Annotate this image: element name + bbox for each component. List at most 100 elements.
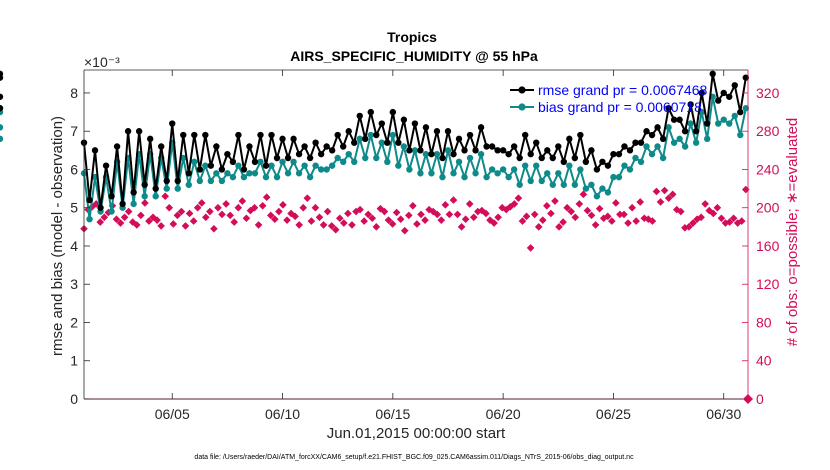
bias-point (626, 166, 634, 173)
rmse-point (229, 158, 237, 166)
obs-marker (612, 199, 620, 207)
obs-marker (624, 219, 632, 227)
obs-marker (262, 193, 271, 202)
bias-point (284, 170, 292, 177)
bias-point (152, 193, 159, 200)
y-tick-label: 8 (70, 85, 78, 101)
rmse-point (0, 105, 4, 112)
bias-point (174, 185, 181, 192)
bias-point (444, 147, 452, 154)
y2-tick-label: 120 (756, 276, 780, 292)
bias-point (676, 135, 683, 143)
rmse-point (626, 147, 634, 154)
obs-marker (689, 219, 697, 227)
obs-marker (319, 221, 328, 229)
obs-marker (388, 220, 397, 228)
y2-tick-label: 240 (756, 161, 780, 177)
rmse-point (317, 150, 325, 158)
rmse-point (395, 139, 402, 146)
bias-point (411, 147, 419, 154)
bias-point (257, 158, 264, 166)
footer-data-file: data file: /Users/raeder/DAI/ATM_forcXX/… (194, 454, 634, 461)
bias-point (715, 120, 722, 127)
rmse-series (0, 70, 749, 211)
rmse-point (312, 139, 319, 146)
obs-marker (433, 210, 442, 219)
bias-point (191, 158, 198, 166)
bias-point (450, 170, 457, 177)
obs-marker (295, 221, 303, 229)
obs-marker (218, 210, 226, 219)
obs-marker (315, 213, 324, 222)
bias-point (163, 185, 170, 192)
obs-marker (283, 216, 291, 224)
obs-marker (311, 203, 320, 212)
obs-marker (323, 207, 332, 216)
rmse-point (202, 131, 209, 139)
obs-marker (551, 197, 559, 205)
bias-point (306, 173, 314, 181)
rmse-point (384, 139, 391, 146)
obs-marker (677, 207, 685, 216)
rmse-point (389, 108, 397, 116)
bias-point (643, 143, 650, 150)
obs-marker (356, 205, 364, 214)
bias-point (290, 158, 297, 166)
y2-tick-label: 0 (756, 391, 764, 407)
bias-point (687, 120, 694, 127)
rmse-point (113, 143, 121, 150)
rmse-point (632, 139, 639, 146)
bias-point (555, 170, 562, 177)
bias-point (224, 170, 231, 177)
y-tick-label: 6 (70, 161, 78, 177)
obs-marker (725, 218, 734, 226)
obs-marker (266, 211, 275, 220)
obs-marker (145, 217, 153, 225)
obs-marker (660, 186, 669, 195)
obs-marker (141, 199, 149, 207)
bias-point (86, 215, 93, 223)
bias-point (610, 173, 617, 181)
rmse-point (279, 135, 286, 143)
obs-marker (307, 217, 316, 225)
legend-label-rmse: rmse grand pr = 0.0067468 (538, 82, 707, 98)
obs-marker (254, 221, 263, 229)
rmse-point (687, 101, 694, 108)
rmse-point (251, 158, 259, 166)
rmse-point (494, 147, 501, 154)
y2-tick-label: 80 (756, 314, 772, 330)
bias-point (703, 135, 711, 143)
rmse-point (709, 70, 716, 78)
obs-marker (453, 210, 462, 219)
bias-point (340, 158, 347, 166)
bias-point (593, 193, 601, 200)
obs-marker (685, 223, 693, 231)
obs-marker (287, 209, 295, 218)
obs-marker (364, 210, 373, 219)
bias-point (141, 193, 148, 200)
rmse-point (659, 135, 667, 143)
obs-marker (372, 223, 381, 231)
obs-marker (474, 207, 482, 216)
obs-marker (559, 218, 567, 226)
rmse-point (246, 143, 253, 150)
obs-marker (202, 213, 210, 222)
obs-marker (275, 207, 283, 216)
bias-point (406, 166, 413, 173)
obs-marker (437, 216, 446, 224)
bias-point (240, 173, 248, 181)
bias-point (323, 166, 330, 173)
obs-marker (197, 199, 206, 207)
bias-point (268, 162, 275, 169)
rmse-point (340, 143, 347, 150)
bias-point (273, 173, 281, 181)
obs-marker (417, 210, 425, 219)
rmse-point (351, 139, 358, 146)
obs-marker (193, 203, 202, 212)
obs-marker (693, 215, 701, 223)
obs-marker (717, 214, 726, 223)
obs-marker (591, 221, 600, 229)
rmse-point (742, 74, 749, 81)
obs-marker (534, 223, 543, 231)
obs-marker (360, 217, 368, 225)
